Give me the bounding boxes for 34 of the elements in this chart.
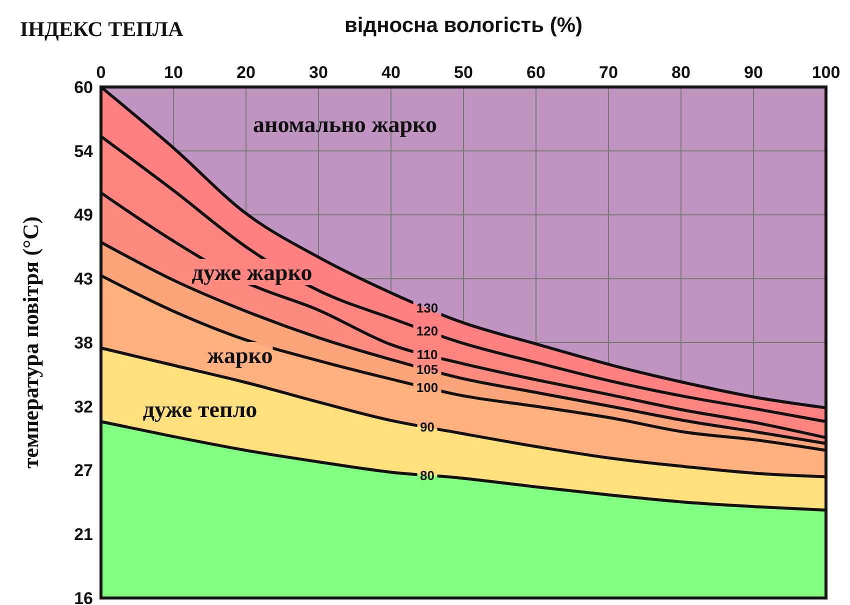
y-tick-label: 54 xyxy=(74,142,94,161)
x-tick-label: 50 xyxy=(454,63,473,82)
y-tick-label: 27 xyxy=(74,461,93,480)
series-label: 130 xyxy=(416,300,438,316)
annotation: дуже тепло xyxy=(142,397,258,422)
x-tick-label: 90 xyxy=(744,63,763,82)
x-tick-label: 30 xyxy=(309,63,328,82)
x-tick-label: 80 xyxy=(672,63,690,82)
series-label: 110 xyxy=(416,346,438,362)
series-label: 105 xyxy=(416,362,438,377)
series-label: 120 xyxy=(416,323,438,338)
y-tick-label: 21 xyxy=(74,525,93,544)
x-tick-label: 40 xyxy=(382,63,400,82)
annotation: жарко xyxy=(207,343,273,368)
x-tick-label: 60 xyxy=(526,63,546,82)
y-axis-title: температура повітря (°C) xyxy=(18,216,43,469)
annotation: дуже жарко xyxy=(192,260,312,286)
annotation: аномально жарко xyxy=(252,112,438,138)
x-tick-label: 20 xyxy=(236,63,256,82)
y-tick-label: 60 xyxy=(74,78,93,97)
y-tick-label: 49 xyxy=(74,206,93,225)
x-tick-label: 100 xyxy=(812,63,840,82)
y-tick-label: 16 xyxy=(74,588,93,605)
x-tick-label: 70 xyxy=(599,63,618,82)
series-label: 80 xyxy=(420,468,434,483)
y-tick-label: 38 xyxy=(74,333,93,352)
x-tick-label: 10 xyxy=(164,63,183,82)
y-tick-label: 32 xyxy=(74,397,93,416)
y-tick-label: 43 xyxy=(74,270,93,289)
chart-title: ІНДЕКС ТЕПЛА xyxy=(20,17,184,41)
x-tick-label: 0 xyxy=(96,63,106,82)
series-label: 90 xyxy=(420,420,434,435)
x-axis-title: відносна вологість (%) xyxy=(344,14,582,37)
series-label: 100 xyxy=(416,380,438,396)
